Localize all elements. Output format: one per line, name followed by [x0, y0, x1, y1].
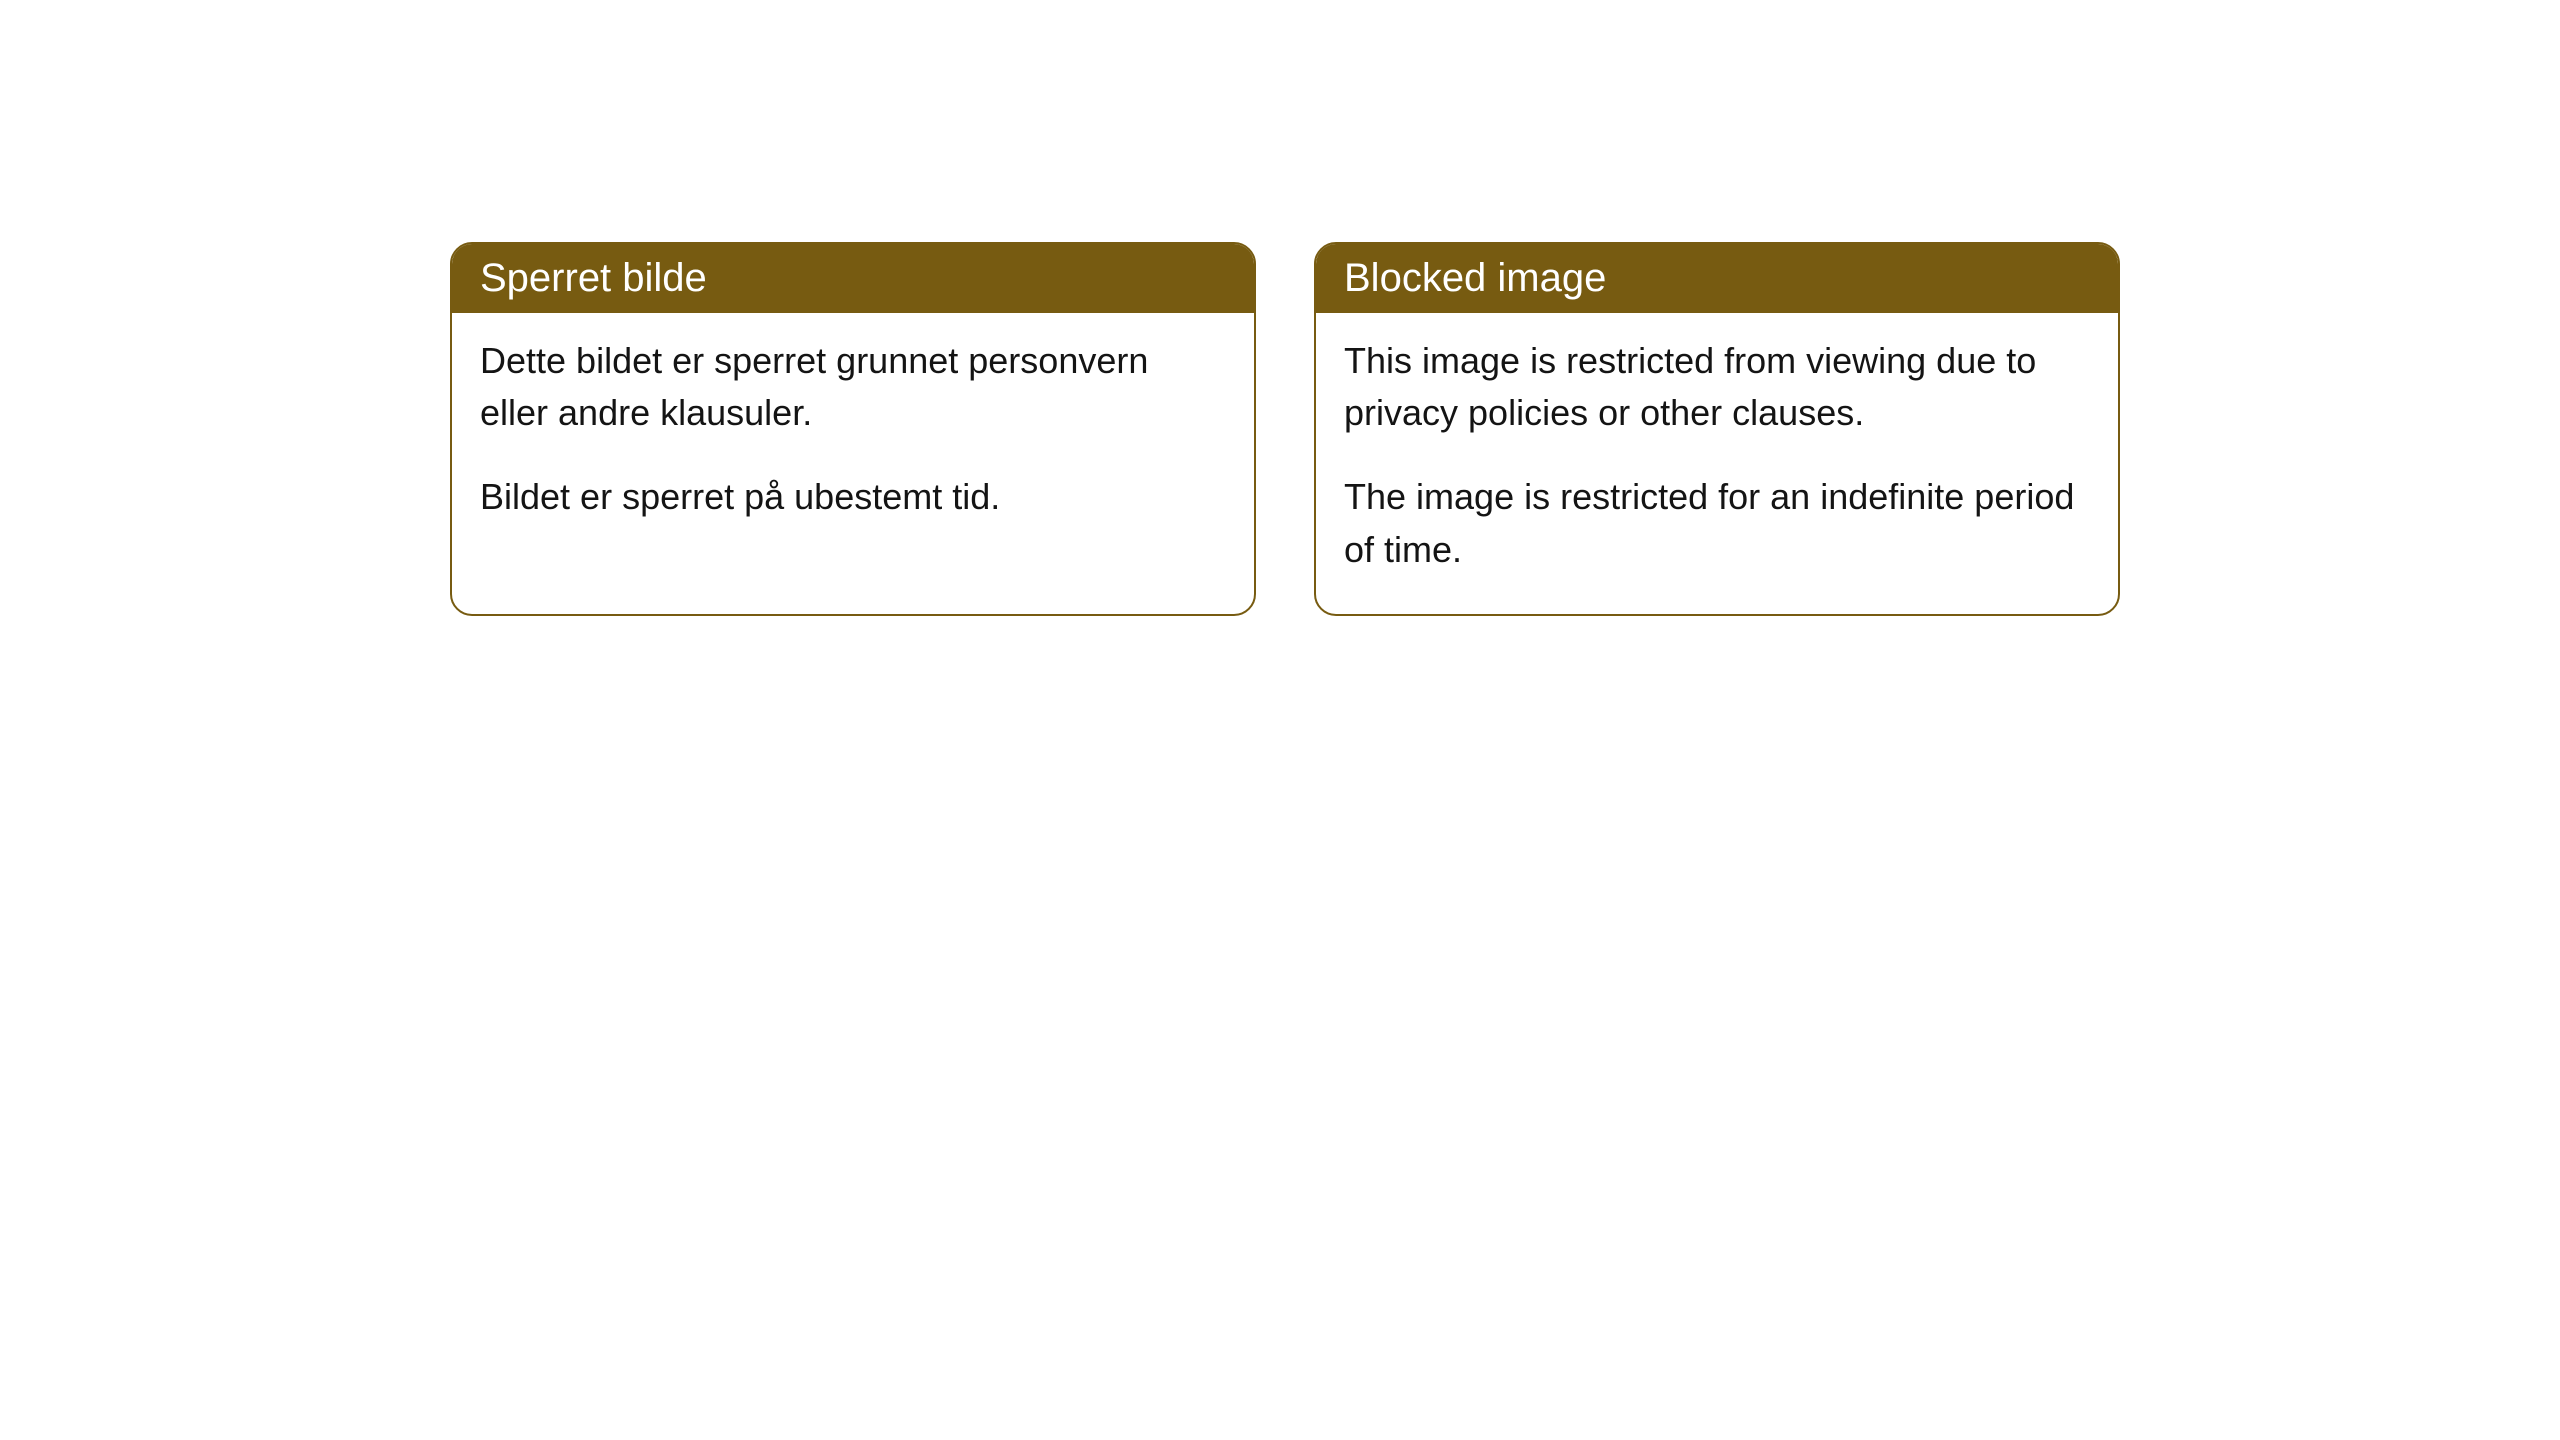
blocked-image-card-norwegian: Sperret bilde Dette bildet er sperret gr… [450, 242, 1256, 616]
card-title: Blocked image [1344, 256, 1606, 300]
notice-cards-container: Sperret bilde Dette bildet er sperret gr… [450, 242, 2120, 616]
card-paragraph: Bildet er sperret på ubestemt tid. [480, 471, 1226, 523]
card-body-norwegian: Dette bildet er sperret grunnet personve… [452, 313, 1254, 562]
blocked-image-card-english: Blocked image This image is restricted f… [1314, 242, 2120, 616]
card-header-norwegian: Sperret bilde [452, 244, 1254, 313]
card-body-english: This image is restricted from viewing du… [1316, 313, 2118, 614]
card-title: Sperret bilde [480, 256, 707, 300]
card-paragraph: This image is restricted from viewing du… [1344, 335, 2090, 439]
card-header-english: Blocked image [1316, 244, 2118, 313]
card-paragraph: The image is restricted for an indefinit… [1344, 471, 2090, 575]
card-paragraph: Dette bildet er sperret grunnet personve… [480, 335, 1226, 439]
